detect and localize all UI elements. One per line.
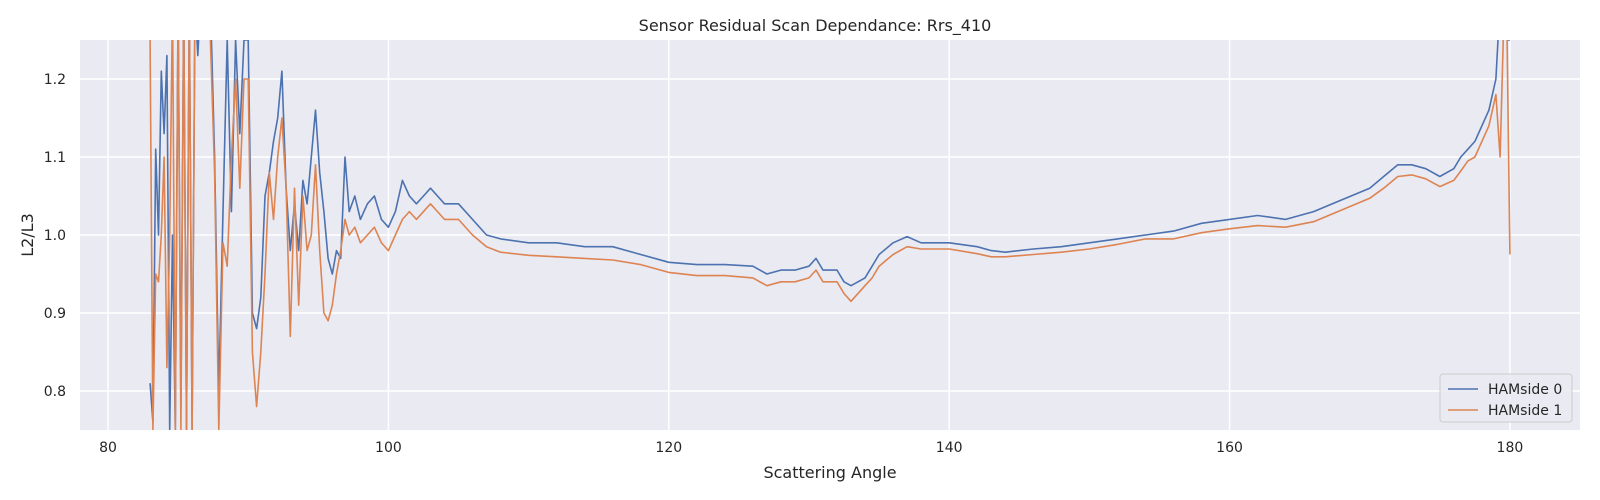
chart-title: Sensor Residual Scan Dependance: Rrs_410 (639, 16, 992, 36)
x-tick-label: 180 (1497, 440, 1524, 456)
y-tick-label: 1.1 (44, 150, 66, 166)
y-tick-label: 0.9 (44, 306, 66, 322)
tick-labels: 80 100 120 140 160 180 0.8 0.9 1.0 1.1 1.2 (44, 72, 1524, 456)
legend-label: HAMside 1 (1488, 403, 1562, 419)
x-tick-label: 140 (936, 440, 963, 456)
x-axis-title: Scattering Angle (763, 463, 896, 482)
y-axis-title: L2/L3 (18, 213, 37, 257)
x-tick-label: 120 (655, 440, 682, 456)
x-tick-label: 80 (99, 440, 117, 456)
y-tick-label: 0.8 (44, 384, 66, 400)
series-line-hamside-1 (149, 40, 1511, 430)
legend: HAMside 0 HAMside 1 (1439, 373, 1573, 423)
legend-label: HAMside 0 (1488, 382, 1562, 398)
x-tick-label: 100 (375, 440, 402, 456)
y-tick-label: 1.0 (44, 228, 66, 244)
y-tick-label: 1.2 (44, 72, 66, 88)
x-tick-label: 160 (1216, 440, 1243, 456)
series-layer (149, 40, 1511, 430)
